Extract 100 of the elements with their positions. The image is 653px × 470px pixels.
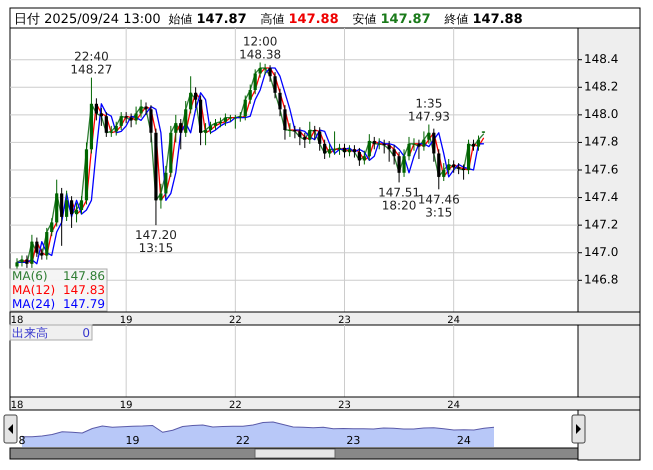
category-label: 22 — [228, 400, 242, 411]
candlestick — [60, 187, 64, 246]
annotation: 22:40 148.27 — [70, 50, 112, 77]
candlestick — [388, 140, 391, 162]
candlestick — [268, 64, 272, 82]
candlestick — [179, 118, 182, 150]
candlestick — [462, 164, 466, 180]
category-label: 23 — [338, 400, 351, 411]
candlestick — [372, 136, 376, 150]
candlestick — [134, 106, 138, 126]
candlestick — [50, 218, 54, 237]
annotation: 147.83 — [63, 283, 105, 297]
candlestick — [130, 112, 133, 128]
candlestick — [397, 152, 401, 183]
candlestick — [208, 121, 212, 135]
candlestick — [30, 234, 34, 268]
x-tick-label: 22 — [228, 315, 242, 326]
category-label: 18 — [10, 400, 24, 411]
candlestick — [258, 62, 262, 78]
candlestick — [65, 190, 68, 222]
candlestick — [442, 162, 446, 182]
candlestick — [45, 227, 48, 260]
candlestick — [238, 112, 242, 122]
candlestick — [358, 147, 361, 166]
candlestick — [184, 100, 188, 138]
candlestick — [457, 162, 460, 175]
candlestick — [288, 122, 292, 138]
candlestick — [338, 143, 342, 156]
candlestick — [70, 196, 74, 228]
candlestick — [412, 138, 416, 152]
annotation: 147.46 3:15 — [418, 192, 460, 220]
candlestick — [144, 102, 148, 116]
candlestick — [149, 104, 153, 143]
text: 高値 147.88 — [260, 12, 339, 27]
annotation: 147.51 18:20 — [378, 185, 420, 212]
candlestick — [40, 248, 44, 260]
x-tick-label: 22 — [236, 434, 250, 447]
x-tick-label: 23 — [346, 434, 360, 447]
candlestick — [25, 254, 29, 268]
y-tick-label: 147.6 — [584, 162, 618, 176]
y-tick-label: 147.0 — [584, 245, 618, 259]
candlestick — [378, 138, 381, 150]
series-label: MA(12) — [12, 283, 56, 297]
series-label: MA(6) — [12, 269, 48, 283]
candlestick — [308, 121, 312, 144]
x-tick-label: 18 — [10, 315, 24, 326]
text: 出来高 — [12, 326, 48, 340]
candlestick — [248, 84, 252, 104]
x-tick-label: 19 — [125, 434, 140, 447]
x-tick-label: 8 — [18, 434, 26, 447]
candlestick — [318, 126, 322, 152]
candlestick — [159, 183, 162, 210]
candlestick — [283, 104, 287, 140]
candlestick — [476, 135, 480, 152]
candlestick — [278, 88, 282, 117]
x-tick-label: 24 — [456, 434, 471, 447]
candlestick — [120, 112, 123, 131]
candlestick — [298, 126, 302, 146]
candlestick — [80, 196, 84, 215]
candlestick — [244, 95, 247, 121]
y-tick-label: 147.4 — [584, 190, 618, 204]
candlestick — [110, 125, 113, 138]
candlestick — [452, 160, 456, 174]
text: 始値 147.87 — [168, 12, 247, 27]
y-tick-label: 147.8 — [584, 134, 618, 149]
x-tick-label: 19 — [120, 315, 133, 326]
candlestick — [254, 68, 257, 95]
candlestick — [362, 150, 366, 165]
annotation: 147.86 — [63, 269, 105, 283]
candlestick — [104, 112, 108, 138]
text: 安値 147.87 — [352, 12, 431, 27]
candlestick — [303, 132, 306, 148]
text: 0 — [82, 326, 90, 340]
annotation: 12:00 148.38 — [239, 34, 282, 62]
candlestick — [332, 130, 336, 156]
candlestick — [432, 128, 436, 162]
candlestick — [218, 117, 222, 128]
y-tick-label: 147.2 — [584, 217, 618, 232]
y-tick-label: 148.4 — [584, 52, 618, 66]
x-tick-label: 23 — [338, 315, 351, 326]
candlestick — [164, 165, 168, 198]
candlestick — [368, 134, 371, 161]
x-tick-label: 24 — [447, 315, 460, 326]
y-tick-label: 146.8 — [584, 272, 618, 287]
y-tick-label: 148.0 — [584, 107, 618, 122]
candlestick — [224, 112, 228, 126]
candlestick — [342, 143, 346, 158]
y-tick-label: 148.2 — [584, 80, 618, 94]
candlestick — [124, 112, 128, 124]
candlestick — [15, 258, 19, 272]
candlestick — [264, 63, 267, 76]
candlestick — [204, 122, 208, 146]
text: 終値 147.88 — [444, 12, 523, 27]
text: MA(24) — [12, 297, 56, 311]
category-label: 24 — [447, 400, 460, 411]
candlestick — [437, 148, 440, 190]
candlestick — [313, 125, 316, 140]
candlestick — [402, 148, 406, 178]
candlestick — [323, 139, 326, 160]
candlestick — [139, 99, 143, 118]
